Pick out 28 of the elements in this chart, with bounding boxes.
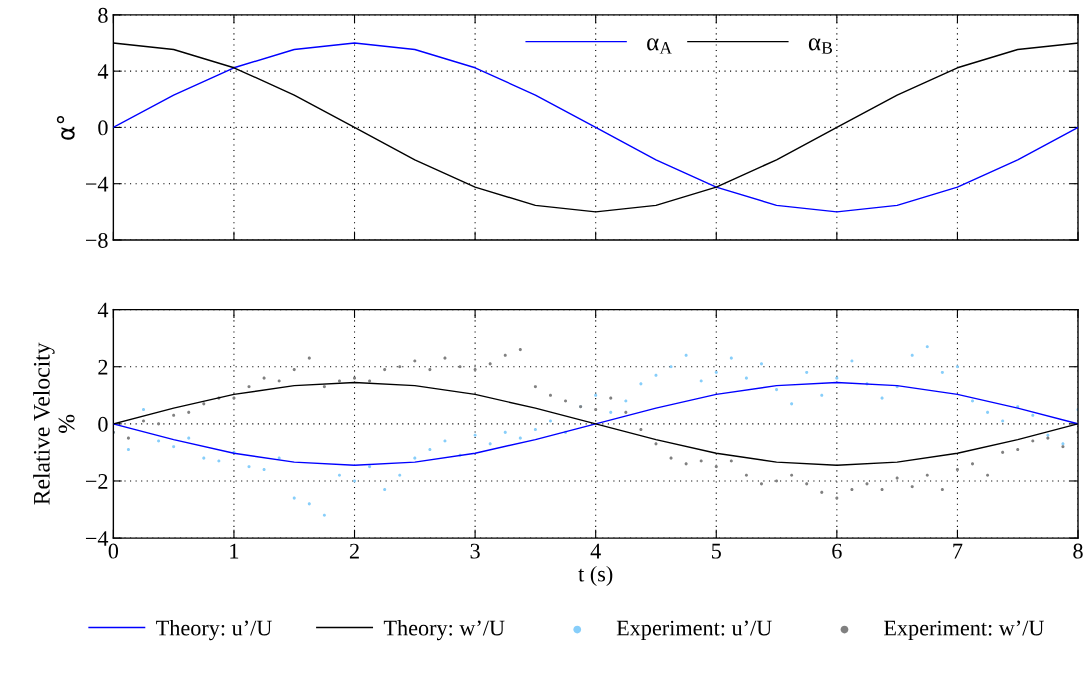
legend-label: α$_{B}$ [808,38,833,54]
legend-label: Experiment: u’/U [616,620,772,641]
y-tick-label: −2 [85,473,108,489]
x-tick-label: 2 [349,543,359,559]
y-tick-label: 8 [98,7,108,23]
x-tick-label: 7 [953,543,963,559]
x-axis-title: t (s) [578,565,613,587]
y-tick-label: 2 [98,359,108,375]
y-tick-label: 4 [97,302,109,318]
y-tick-label: 4 [97,64,109,79]
x-tick-label: 6 [832,543,842,559]
x-tick-label: 3 [470,543,480,559]
x-tick-label: 4 [590,543,601,559]
x-tick-label: 5 [712,543,721,559]
y-axis-title: α° [56,115,75,140]
x-tick-label: 8 [1073,543,1083,559]
legend-label: Experiment: w’/U [884,620,1044,641]
legend-label: α$_{A}$ [647,38,672,54]
y-tick-label: 0 [98,416,108,432]
x-tick-label: 0 [108,543,119,559]
legend-label: Theory: w’/U [383,619,505,641]
y-tick-label: −8 [85,232,108,248]
x-tick-label: 1 [230,543,239,559]
legend-label: Theory: u’/U [156,619,272,641]
y-tick-label: −4 [85,176,109,192]
y-tick-label: −4 [85,531,109,546]
y-tick-label: 0 [98,120,108,136]
y-axis-title: Relative Velocity % [33,342,75,505]
